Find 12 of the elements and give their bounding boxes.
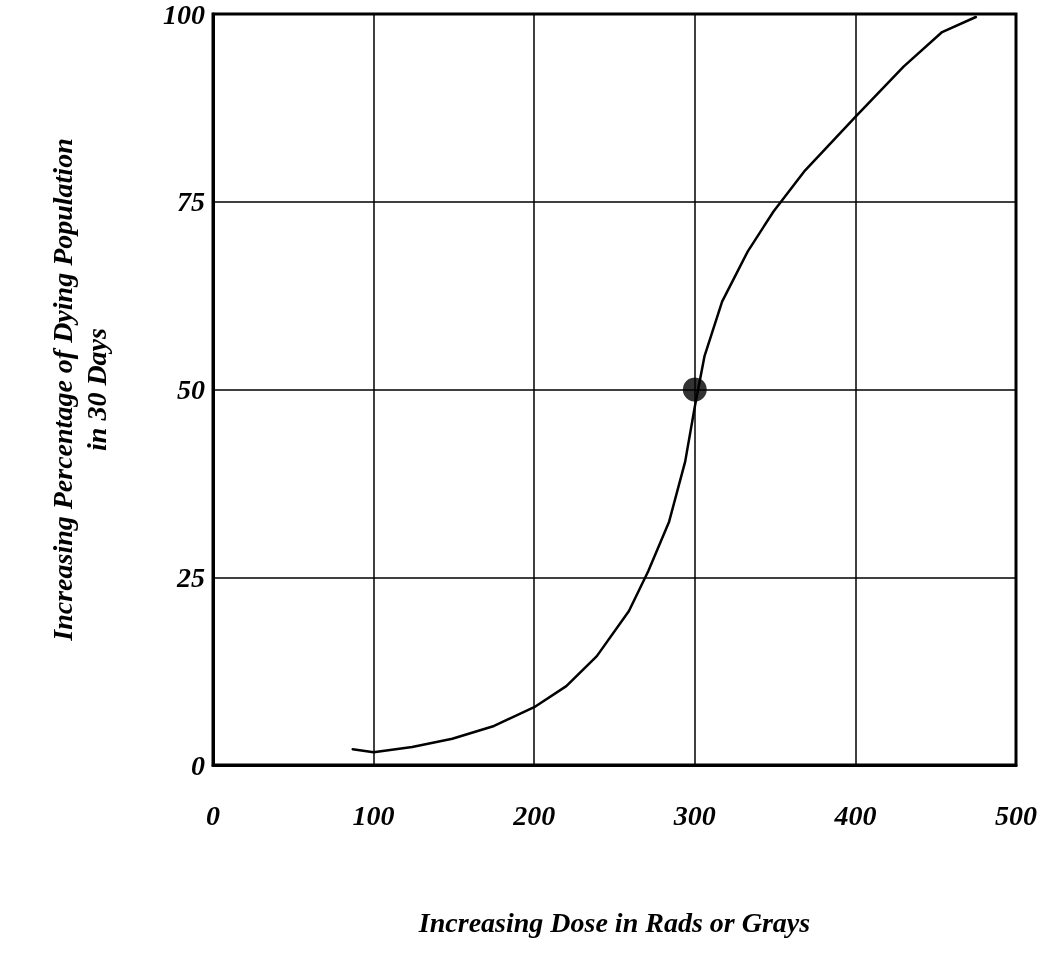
x-tick-label: 200	[512, 799, 556, 831]
y-tick-label: 100	[163, 0, 205, 30]
x-tick-label: 100	[352, 799, 395, 831]
y-tick-label: 25	[176, 561, 205, 593]
y-tick-label: 0	[191, 749, 205, 781]
y-tick-label: 75	[177, 186, 205, 218]
x-tick-label: 400	[833, 799, 877, 831]
y-tick-label: 50	[177, 374, 205, 405]
x-axis-title: Increasing Dose in Rads or Grays	[417, 906, 811, 938]
x-tick-label: 500	[995, 799, 1037, 831]
x-tick-label: 300	[672, 799, 716, 831]
y-axis-title: Increasing Percentage of Dying Population in 30 Days	[46, 138, 112, 642]
